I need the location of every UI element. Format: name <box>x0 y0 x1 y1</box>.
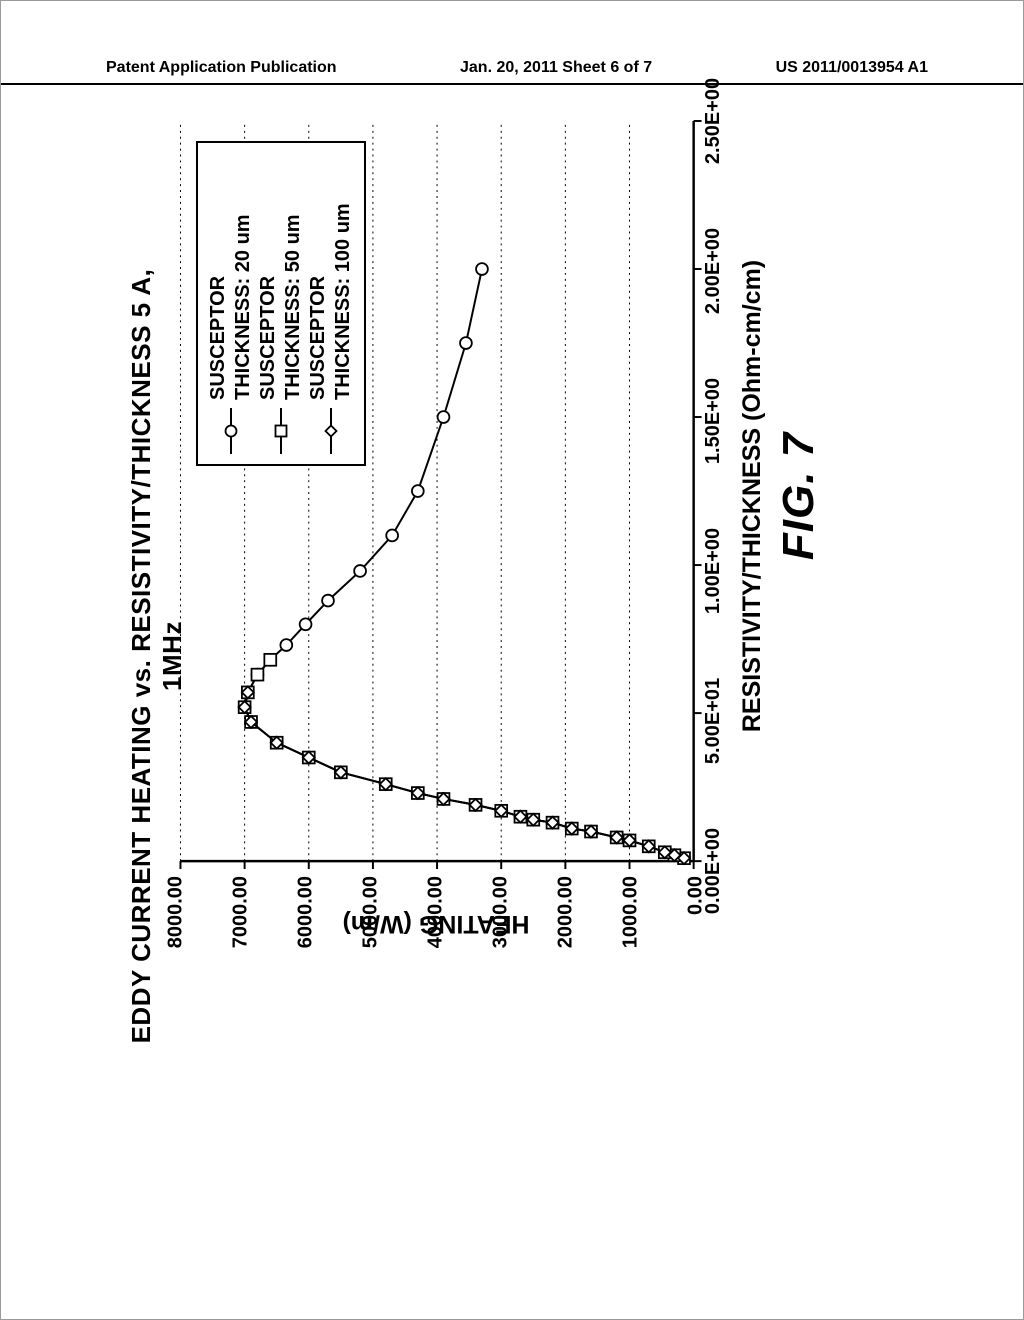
page: Patent Application Publication Jan. 20, … <box>0 0 1024 1320</box>
y-tick-label: 5000.00 <box>360 876 383 956</box>
figure-container: EDDY CURRENT HEATING vs. RESISTIVITY/THI… <box>0 266 1024 1046</box>
y-tick-label: 7000.00 <box>230 876 253 956</box>
x-tick-label: 1.50E+00 <box>702 378 725 464</box>
figure-caption: FIG. 7 <box>774 121 824 871</box>
legend-label: SUSCEPTOR THICKNESS: 20 um <box>206 153 256 400</box>
legend-item: SUSCEPTOR THICKNESS: 50 um <box>256 153 306 454</box>
legend-item: SUSCEPTOR THICKNESS: 100 um <box>306 153 356 454</box>
legend-item: SUSCEPTOR THICKNESS: 20 um <box>206 153 256 454</box>
circle-marker-icon <box>222 408 240 454</box>
diamond-marker-icon <box>322 408 340 454</box>
legend-label: SUSCEPTOR THICKNESS: 100 um <box>306 153 356 400</box>
page-header: Patent Application Publication Jan. 20, … <box>1 59 1023 85</box>
header-right: US 2011/0013954 A1 <box>776 59 928 77</box>
y-tick-label: 6000.00 <box>295 876 318 956</box>
y-tick-label: 4000.00 <box>425 876 448 956</box>
chart-legend: SUSCEPTOR THICKNESS: 20 umSUSCEPTOR THIC… <box>196 141 366 466</box>
x-tick-label: 2.00E+00 <box>702 228 725 314</box>
x-tick-label: 2.50E+00 <box>702 78 725 164</box>
y-tick-label: 3000.00 <box>490 876 513 956</box>
x-tick-label: 5.00E+01 <box>702 678 725 764</box>
legend-label: SUSCEPTOR THICKNESS: 50 um <box>256 153 306 400</box>
y-tick-labels: 0.001000.002000.003000.004000.005000.006… <box>176 876 696 956</box>
y-tick-label: 2000.00 <box>555 876 578 956</box>
header-center: Jan. 20, 2011 Sheet 6 of 7 <box>460 59 652 77</box>
x-tick-label: 1.00E+00 <box>702 528 725 614</box>
x-tick-label: 0.00E+00 <box>702 828 725 914</box>
y-tick-label: 8000.00 <box>165 876 188 956</box>
y-tick-label: 1000.00 <box>620 876 643 956</box>
square-marker-icon <box>272 408 290 454</box>
header-left: Patent Application Publication <box>106 59 337 77</box>
x-axis-label: RESISTIVITY/THICKNESS (Ohm-cm/cm) <box>738 121 767 871</box>
x-tick-labels: 0.00E+005.00E+011.00E+001.50E+002.00E+00… <box>702 121 726 871</box>
